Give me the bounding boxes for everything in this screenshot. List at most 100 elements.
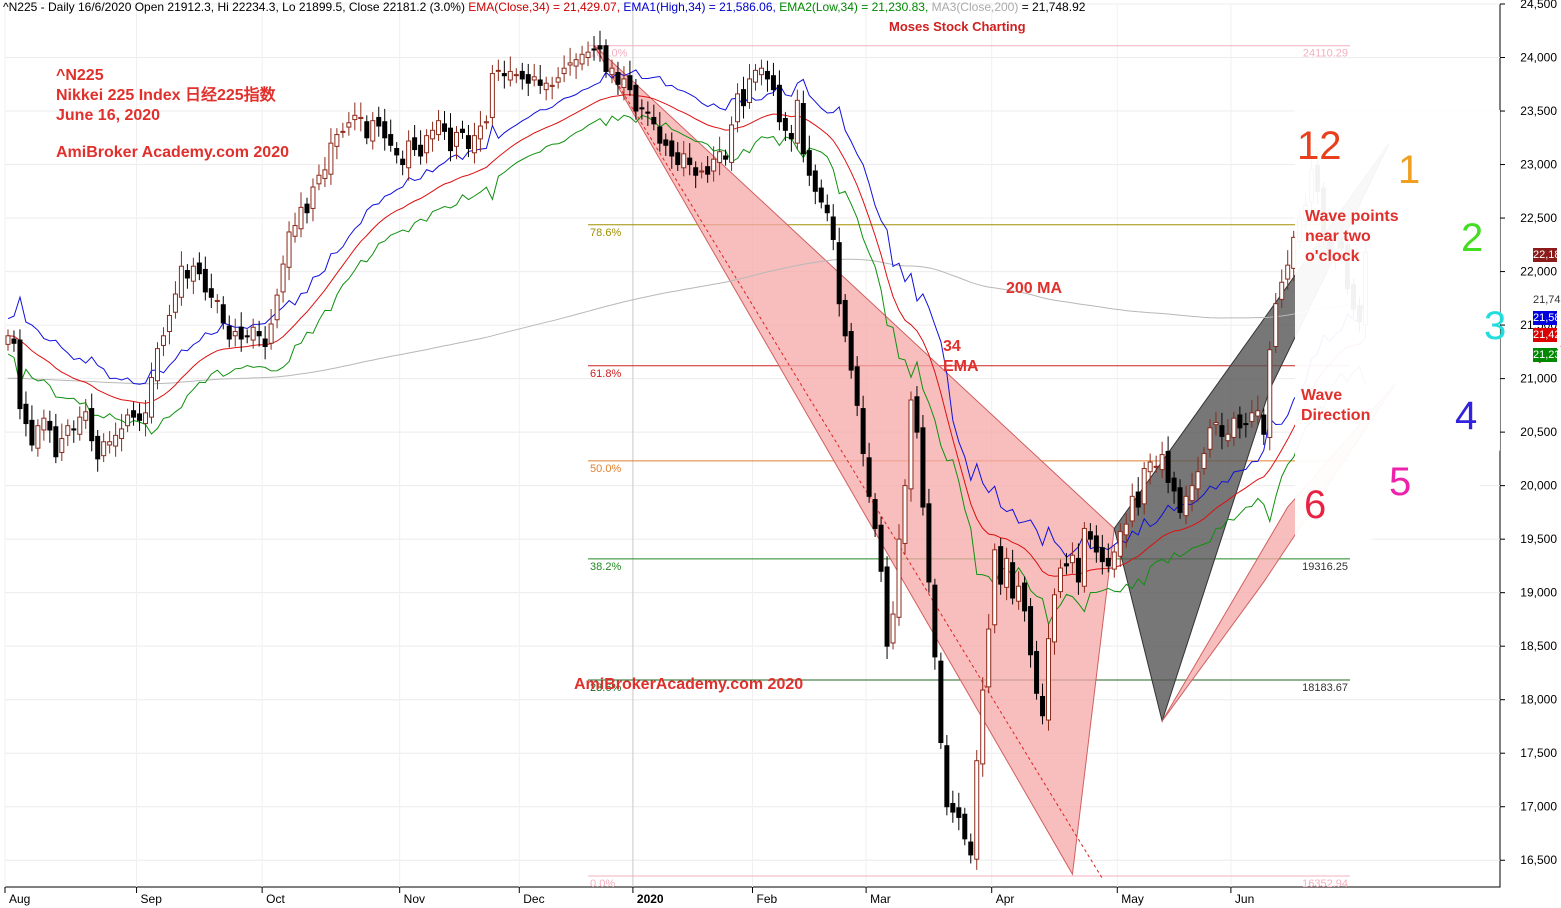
candle-body xyxy=(382,121,388,139)
candle-body xyxy=(764,70,770,80)
fib-level-label: 78.6% xyxy=(590,227,621,239)
candle-body xyxy=(226,325,232,340)
ema-label: EMA(Close,34) = 21,429.07, xyxy=(468,0,621,14)
candle-body xyxy=(788,133,794,140)
x-tick-label: Feb xyxy=(757,892,778,906)
candle-body xyxy=(334,134,340,147)
candle-body xyxy=(1243,423,1249,426)
clock-4: 4 xyxy=(1455,394,1478,438)
candle-body xyxy=(1195,471,1201,490)
candle-body xyxy=(1099,547,1105,563)
candle-body xyxy=(364,121,370,139)
candle-body xyxy=(1141,468,1147,505)
candle-body xyxy=(687,157,693,166)
price-tag-ema-high: 21,586.1 xyxy=(1533,311,1561,325)
candle-body xyxy=(477,125,483,140)
candle-body xyxy=(980,689,986,765)
candle-body xyxy=(878,524,884,572)
candle-body xyxy=(998,546,1004,585)
candle-body xyxy=(298,206,304,230)
candle-body xyxy=(842,299,848,337)
candle-body xyxy=(119,428,125,440)
candle-body xyxy=(627,75,633,91)
candle-body xyxy=(519,70,525,80)
candle-body xyxy=(1081,527,1087,587)
candle-body xyxy=(471,135,477,154)
candle-body xyxy=(573,59,579,67)
candle-body xyxy=(669,140,675,157)
candle-body xyxy=(681,153,687,169)
candle-body xyxy=(352,114,358,121)
candle-body xyxy=(220,304,226,324)
fib-level-label: 38.2% xyxy=(590,561,621,573)
title-block: ^N225 Nikkei 225 Index 日经225指数 June 16, … xyxy=(56,66,276,126)
candle-body xyxy=(1171,477,1177,492)
fib-level-label: 61.8% xyxy=(590,368,621,380)
candle-body xyxy=(824,204,830,214)
price-tag-close: 22,181.2 xyxy=(1533,248,1561,262)
candle-body xyxy=(448,127,454,152)
candle-body xyxy=(1111,551,1117,570)
x-tick-label: Mar xyxy=(870,892,891,906)
candle-body xyxy=(711,158,717,172)
candle-body xyxy=(1237,414,1243,429)
candle-body xyxy=(806,150,812,176)
fib-value-label: 19316.25 xyxy=(1302,561,1348,573)
candle-body xyxy=(340,130,346,133)
candle-body xyxy=(35,425,41,449)
candle-body xyxy=(800,103,806,155)
candle-body xyxy=(465,135,471,149)
candle-body xyxy=(202,268,208,293)
candle-body xyxy=(376,116,382,127)
candle-body xyxy=(101,441,107,457)
candle-body xyxy=(178,265,184,298)
candle-body xyxy=(1183,495,1189,517)
ma3-label: MA3(Close,200) xyxy=(931,0,1019,14)
candle-body xyxy=(310,186,316,209)
candle-body xyxy=(890,613,896,644)
candle-body xyxy=(125,414,131,427)
candle-body xyxy=(609,67,615,76)
candle-body xyxy=(1016,585,1022,602)
candle-body xyxy=(1177,487,1183,513)
candle-body xyxy=(770,75,776,91)
wave-points-line-3: o'clock xyxy=(1305,248,1360,265)
price-tag-ma200: 21,748.9 xyxy=(1533,293,1561,307)
candle-body xyxy=(442,123,448,132)
candle-body xyxy=(1117,531,1123,557)
candle-body xyxy=(705,166,711,175)
ema-high-line xyxy=(7,69,1366,559)
harmonic-triangle-xab xyxy=(593,44,1115,876)
candle-body xyxy=(214,299,220,302)
candle-body xyxy=(489,73,495,118)
candle-body xyxy=(555,77,561,83)
candle-body xyxy=(149,377,155,418)
candle-body xyxy=(424,135,430,154)
candle-body xyxy=(968,841,974,856)
candle-body xyxy=(1267,349,1273,438)
candle-body xyxy=(137,413,143,421)
candle-body xyxy=(1261,414,1267,435)
candle-body xyxy=(854,366,860,406)
candle-body xyxy=(304,203,310,214)
fib-level-label: 50.0% xyxy=(590,463,621,475)
candle-body xyxy=(1004,557,1010,588)
candle-body xyxy=(932,584,938,658)
candle-body xyxy=(507,70,513,81)
y-tick-label: 18,500 xyxy=(1520,639,1557,653)
wave-direction-label: Wave Direction xyxy=(1301,386,1370,426)
candle-body xyxy=(483,121,489,124)
x-tick-label: Dec xyxy=(523,892,544,906)
candle-body xyxy=(543,82,549,91)
candle-body xyxy=(591,48,597,51)
candle-body xyxy=(621,78,627,88)
ma200-label: 200 MA xyxy=(1006,280,1063,297)
candle-body xyxy=(107,441,113,446)
candle-body xyxy=(89,408,95,442)
candle-body xyxy=(531,76,537,81)
candle-body xyxy=(663,139,669,146)
clock-face-overlay xyxy=(1295,110,1500,548)
candle-body xyxy=(71,428,77,431)
candle-body xyxy=(400,158,406,166)
clock-2: 2 xyxy=(1461,216,1484,260)
